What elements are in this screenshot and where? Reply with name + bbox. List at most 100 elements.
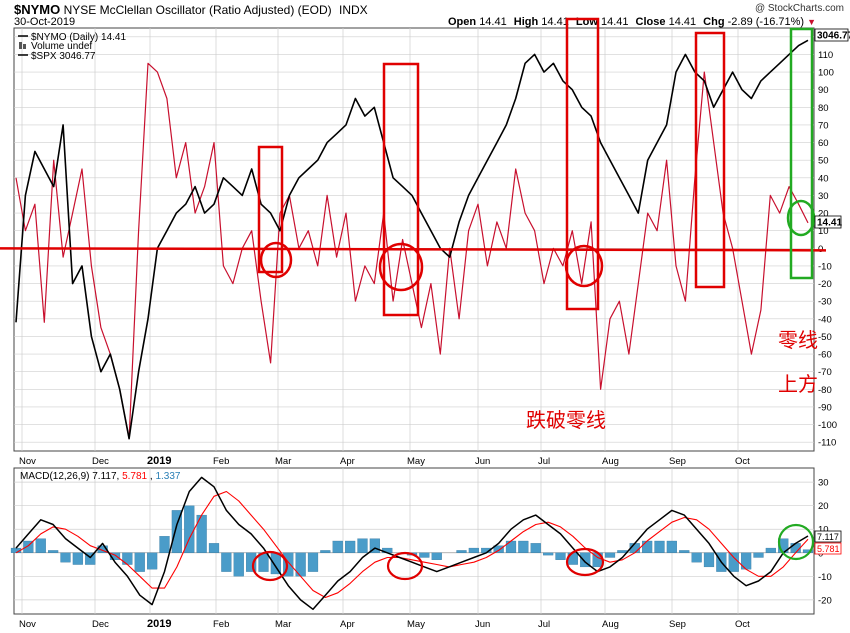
highlight-circle	[378, 242, 424, 292]
x-tick-label: Dec	[92, 619, 109, 630]
macd-line	[15, 476, 809, 611]
y-tick-label: -60	[818, 350, 832, 361]
ohlc-readout: Open 14.41 High 14.41 Low 14.41 Close 14…	[448, 16, 817, 28]
histogram-bar	[122, 552, 133, 565]
histogram-bar	[357, 538, 368, 553]
y-tick-label: 50	[818, 156, 829, 167]
highlight-circle	[259, 241, 293, 279]
histogram-bar	[468, 547, 479, 553]
x-tick-label: Sep	[669, 619, 686, 630]
highlight-box	[694, 31, 726, 289]
histogram-bar	[431, 552, 442, 560]
y-tick-label: 90	[818, 85, 829, 96]
macd-price-tag: 7.117	[817, 532, 839, 542]
nymo-price-tag: 14.41	[817, 218, 842, 229]
symbol: $NYMO	[14, 2, 61, 17]
histogram-bar	[320, 550, 331, 553]
price-tags: 3046.77 14.41 7.117 5.781	[814, 28, 850, 555]
histogram-bar	[246, 552, 257, 572]
histogram-bar	[60, 552, 71, 563]
histogram-bar	[208, 543, 220, 553]
histogram-bar	[48, 550, 59, 553]
y-tick-label: -70	[818, 367, 832, 378]
histogram-bar	[543, 552, 554, 556]
signal-line	[15, 490, 809, 599]
x-tick-label: Apr	[340, 619, 355, 630]
x-tick-label: May	[407, 619, 425, 630]
x-tick-label: Nov	[19, 619, 36, 630]
highlight-box	[565, 17, 600, 311]
histogram-bar	[72, 552, 83, 565]
macd-label: MACD(12,26,9)	[20, 471, 89, 482]
histogram-bar	[703, 552, 715, 568]
histogram-bar	[518, 540, 529, 553]
annotations	[251, 17, 816, 582]
nymo-line	[15, 62, 809, 440]
y-tick-label: 110	[818, 50, 833, 61]
macd-legend: MACD(12,26,9) 7.117, 5.781 , 1.337	[20, 471, 181, 482]
y-tick-label: 30	[818, 478, 829, 489]
histogram-bar	[307, 552, 319, 572]
histogram-bar	[369, 538, 380, 553]
x-tick-label: 2019	[147, 618, 171, 630]
histogram-bar	[493, 545, 504, 553]
histogram-bar	[691, 552, 702, 563]
spx-line	[15, 39, 809, 440]
histogram-bar	[642, 540, 653, 553]
histogram-bar	[530, 543, 541, 553]
x-tick-label: Feb	[213, 619, 229, 630]
histogram-bar	[666, 540, 677, 553]
y-tick-label: 20	[818, 209, 829, 220]
histogram-bar	[419, 552, 430, 558]
y-tick-label: 20	[818, 501, 829, 512]
y-tick-label: 100	[818, 68, 834, 79]
histogram-bar	[159, 536, 170, 553]
x-tick-label: Aug	[602, 619, 619, 630]
signal-value: 5.781	[122, 471, 147, 482]
x-tick-label: 2019	[147, 455, 171, 467]
above-zero-annotation-1: 零线	[778, 329, 818, 352]
y-tick-label: -30	[818, 297, 832, 308]
svg-text:MACD(12,26,9) 7.117,: MACD(12,26,9) 7.117, 5.781 , 1.337	[20, 471, 181, 482]
highlight-box-green	[789, 27, 814, 280]
histogram-bar	[283, 552, 294, 577]
y-tick-label: -40	[818, 314, 832, 325]
highlight-circle-green	[786, 199, 816, 237]
legend-spx: $SPX 3046.77	[31, 51, 96, 62]
histogram-bar	[233, 552, 244, 577]
lower-x-axis: Nov Dec 2019 Feb Mar Apr May Jun Jul Aug Sep Oct	[19, 618, 750, 630]
highlight-box	[257, 145, 284, 274]
exchange: INDX	[339, 3, 368, 17]
upper-x-axis: Nov Dec 2019 Feb Mar Apr May Jun Jul Aug Sep Oct	[19, 455, 750, 467]
histogram-bar	[221, 552, 232, 572]
x-tick-label: Sep	[669, 456, 686, 467]
histogram-bar	[134, 552, 145, 572]
macd-highlight-circle	[251, 550, 289, 582]
histogram-bar	[728, 552, 739, 572]
histogram-bar	[617, 550, 628, 553]
x-tick-label: Jul	[538, 456, 550, 467]
macd-highlight-circle	[565, 547, 605, 577]
lower-grid	[14, 468, 814, 614]
histogram-bar	[345, 540, 356, 553]
signal-price-tag: 5.781	[817, 544, 840, 554]
histogram-bar	[109, 552, 121, 560]
y-tick-label: 70	[818, 120, 829, 131]
histogram-bar	[580, 552, 591, 568]
down-arrow-icon: ▼	[807, 17, 817, 27]
legend-nymo: $NYMO (Daily) 14.41	[31, 32, 126, 43]
chart-title: NYSE McClellan Oscillator (Ratio Adjuste…	[63, 3, 332, 17]
histogram-bar	[35, 538, 46, 553]
y-tick-label: 10	[818, 525, 829, 536]
y-tick-label: -90	[818, 402, 832, 413]
above-zero-annotation-2: 上方	[778, 373, 818, 396]
histogram-bar	[171, 510, 182, 553]
histogram-bar	[654, 540, 665, 553]
x-tick-label: Oct	[735, 619, 750, 630]
x-tick-label: Dec	[92, 456, 109, 467]
watermark: @ StockCharts.com	[754, 3, 844, 14]
y-tick-label: -100	[818, 420, 837, 431]
histogram-bar	[147, 552, 158, 570]
